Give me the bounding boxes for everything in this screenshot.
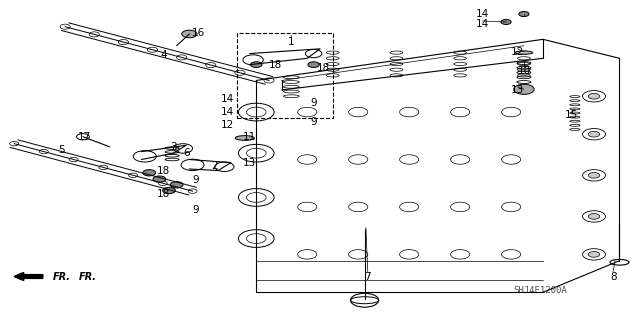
Text: 12: 12 (511, 47, 524, 57)
Ellipse shape (236, 136, 254, 140)
Circle shape (250, 62, 262, 68)
Text: 9: 9 (193, 205, 199, 215)
Text: 18: 18 (317, 63, 330, 73)
Text: 17: 17 (77, 132, 91, 142)
Text: 14: 14 (221, 107, 234, 117)
Circle shape (519, 11, 529, 17)
Text: 14: 14 (476, 19, 489, 28)
Text: 3: 3 (170, 142, 177, 152)
Text: 14: 14 (476, 9, 489, 19)
Text: 9: 9 (310, 116, 317, 127)
Text: 13: 13 (243, 158, 257, 168)
Text: 13: 13 (511, 85, 524, 95)
FancyArrow shape (14, 272, 43, 280)
Circle shape (143, 170, 156, 176)
Circle shape (588, 251, 600, 257)
Text: SHJ4E1200A: SHJ4E1200A (513, 286, 566, 295)
Text: 7: 7 (364, 271, 371, 281)
Text: 15: 15 (565, 110, 579, 120)
Circle shape (182, 30, 197, 38)
Circle shape (588, 131, 600, 137)
Circle shape (170, 182, 183, 188)
Text: 8: 8 (610, 271, 616, 281)
Text: FR.: FR. (79, 271, 97, 281)
Text: 11: 11 (243, 132, 257, 142)
Text: 14: 14 (221, 94, 234, 104)
Text: 16: 16 (192, 28, 205, 38)
Text: 6: 6 (183, 148, 189, 158)
Text: 2: 2 (212, 161, 218, 171)
Text: 9: 9 (310, 98, 317, 108)
Text: 1: 1 (288, 38, 294, 48)
Circle shape (308, 62, 319, 68)
Text: 10: 10 (517, 66, 531, 76)
Circle shape (501, 19, 511, 25)
Text: 18: 18 (157, 189, 170, 199)
Bar (237, 33, 333, 118)
Text: 18: 18 (269, 60, 282, 70)
Text: 18: 18 (157, 166, 170, 175)
Text: 4: 4 (161, 50, 167, 60)
Circle shape (588, 214, 600, 219)
Circle shape (163, 187, 175, 194)
Circle shape (588, 173, 600, 178)
Ellipse shape (515, 51, 533, 54)
Text: 5: 5 (59, 145, 65, 155)
Text: 9: 9 (193, 175, 199, 185)
Circle shape (514, 84, 534, 94)
Text: 12: 12 (221, 120, 234, 130)
Circle shape (153, 176, 166, 182)
Circle shape (588, 93, 600, 99)
Text: FR.: FR. (52, 271, 70, 281)
